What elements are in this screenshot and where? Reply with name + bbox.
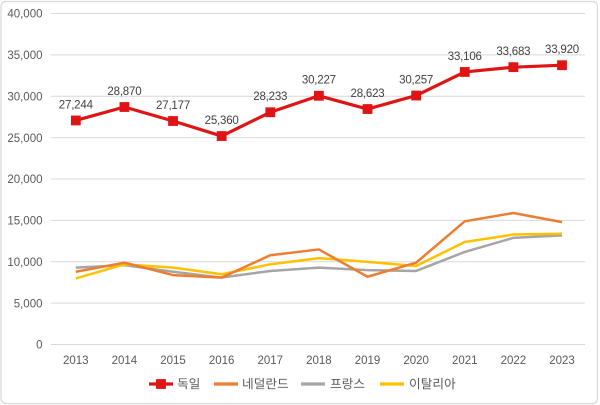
svg-text:2020: 2020 [403,355,429,367]
svg-text:30,227: 30,227 [302,75,336,87]
svg-text:2015: 2015 [160,355,186,367]
svg-text:2013: 2013 [63,355,89,367]
svg-text:40,000: 40,000 [7,9,42,21]
svg-text:2019: 2019 [355,355,381,367]
svg-text:0: 0 [36,340,42,352]
svg-text:5,000: 5,000 [14,298,43,310]
svg-text:33,683: 33,683 [496,46,530,58]
svg-text:20,000: 20,000 [7,174,42,186]
svg-text:2018: 2018 [306,355,332,367]
svg-text:33,920: 33,920 [545,44,579,56]
svg-text:2017: 2017 [257,355,283,367]
svg-text:25,360: 25,360 [205,115,239,127]
svg-text:2023: 2023 [549,355,575,367]
svg-text:30,000: 30,000 [7,91,42,103]
svg-text:28,870: 28,870 [107,86,141,98]
svg-text:27,244: 27,244 [59,99,94,111]
svg-text:27,177: 27,177 [156,100,190,112]
svg-text:33,106: 33,106 [448,51,482,63]
svg-text:28,233: 28,233 [253,91,287,103]
svg-text:28,623: 28,623 [351,88,385,100]
svg-text:2021: 2021 [452,355,478,367]
svg-text:2016: 2016 [209,355,235,367]
svg-text:2022: 2022 [501,355,527,367]
svg-text:30,257: 30,257 [399,74,433,86]
svg-text:10,000: 10,000 [7,257,42,269]
svg-text:35,000: 35,000 [7,50,42,62]
svg-text:25,000: 25,000 [7,133,42,145]
svg-text:2014: 2014 [112,355,138,367]
svg-text:15,000: 15,000 [7,216,42,228]
